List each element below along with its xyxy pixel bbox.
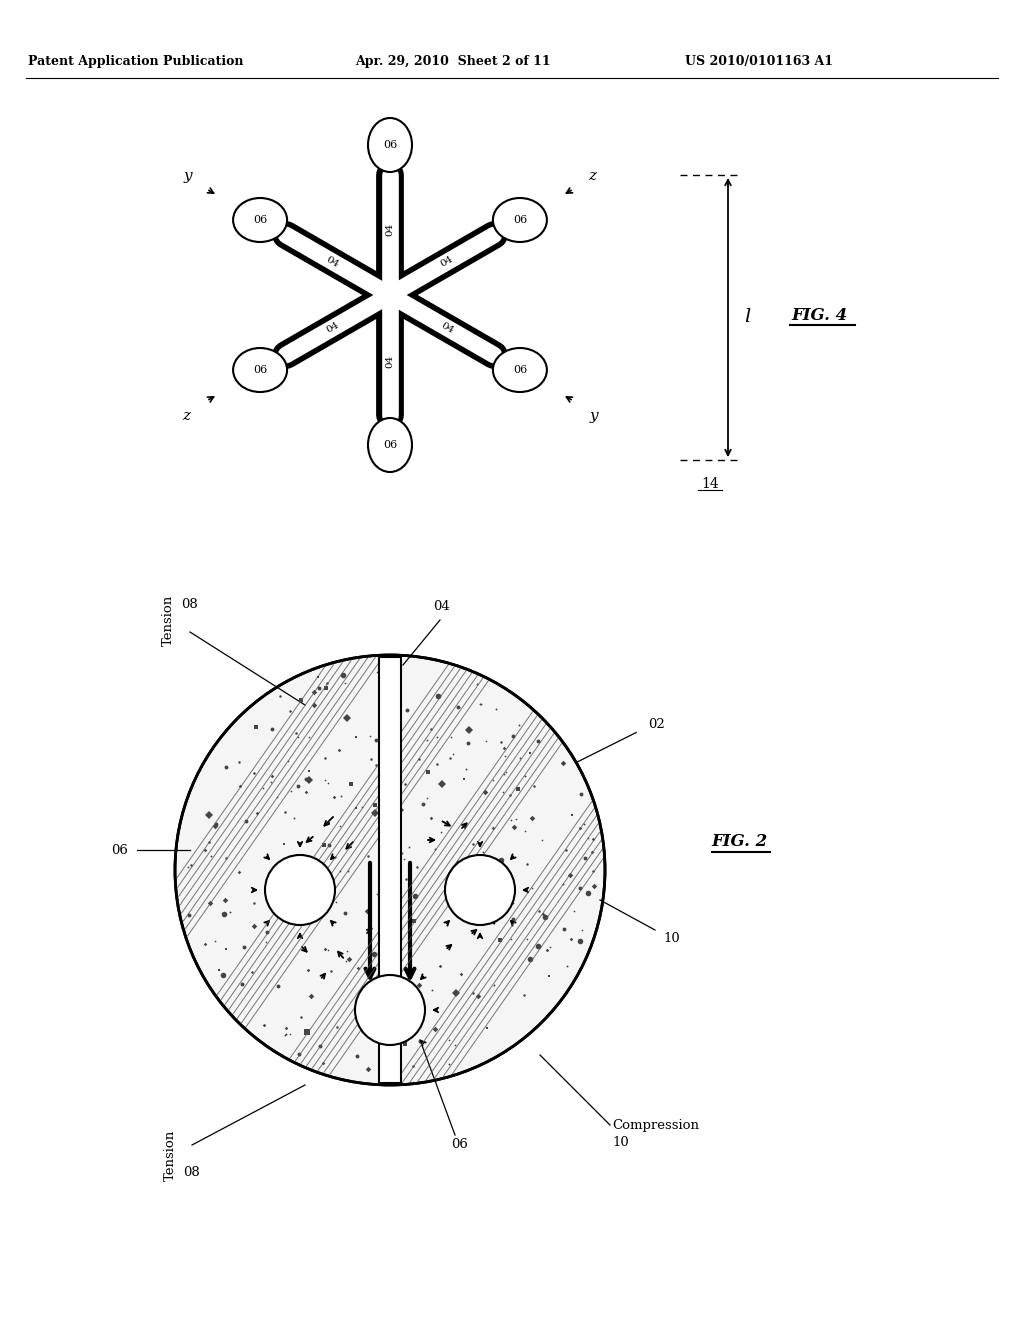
Ellipse shape <box>368 117 412 172</box>
Text: 04: 04 <box>385 354 394 368</box>
Text: FIG. 4: FIG. 4 <box>792 306 848 323</box>
Text: x: x <box>386 457 394 471</box>
Text: 02: 02 <box>648 718 665 731</box>
Text: Apr. 29, 2010  Sheet 2 of 11: Apr. 29, 2010 Sheet 2 of 11 <box>355 55 551 69</box>
Bar <box>379 657 401 1082</box>
Text: 08: 08 <box>181 598 199 610</box>
Text: 04: 04 <box>385 222 394 236</box>
Text: FIG. 2: FIG. 2 <box>712 833 768 850</box>
Ellipse shape <box>233 348 287 392</box>
Text: x: x <box>386 119 394 133</box>
Text: Tension: Tension <box>164 1130 176 1180</box>
Ellipse shape <box>233 198 287 242</box>
Text: 04: 04 <box>433 601 451 614</box>
Ellipse shape <box>368 418 412 473</box>
Text: Patent Application Publication: Patent Application Publication <box>28 55 244 69</box>
Circle shape <box>265 855 335 925</box>
Text: 06: 06 <box>383 140 397 150</box>
Text: Tension: Tension <box>162 594 174 645</box>
Text: 06: 06 <box>253 215 267 224</box>
Text: US 2010/0101163 A1: US 2010/0101163 A1 <box>685 55 833 69</box>
Circle shape <box>355 975 425 1045</box>
Text: 06: 06 <box>513 215 527 224</box>
Text: 14: 14 <box>701 477 719 491</box>
Text: 06: 06 <box>253 366 267 375</box>
Text: z: z <box>181 409 189 422</box>
Circle shape <box>445 855 515 925</box>
Text: 06: 06 <box>383 440 397 450</box>
Text: 06: 06 <box>513 366 527 375</box>
Text: l: l <box>744 309 751 326</box>
Text: 04: 04 <box>325 321 341 335</box>
Ellipse shape <box>493 198 547 242</box>
Text: 06: 06 <box>112 843 128 857</box>
Circle shape <box>175 655 605 1085</box>
Text: 04: 04 <box>439 255 455 269</box>
Ellipse shape <box>493 348 547 392</box>
Text: 06: 06 <box>452 1138 468 1151</box>
Text: 04: 04 <box>325 255 341 269</box>
Text: z: z <box>588 169 596 183</box>
Text: Compression: Compression <box>612 1118 699 1131</box>
Text: 08: 08 <box>183 1167 201 1180</box>
Text: y: y <box>590 409 599 422</box>
Text: y: y <box>183 169 193 183</box>
Text: 10: 10 <box>612 1135 629 1148</box>
Text: 10: 10 <box>664 932 680 945</box>
Text: 04: 04 <box>439 321 455 335</box>
